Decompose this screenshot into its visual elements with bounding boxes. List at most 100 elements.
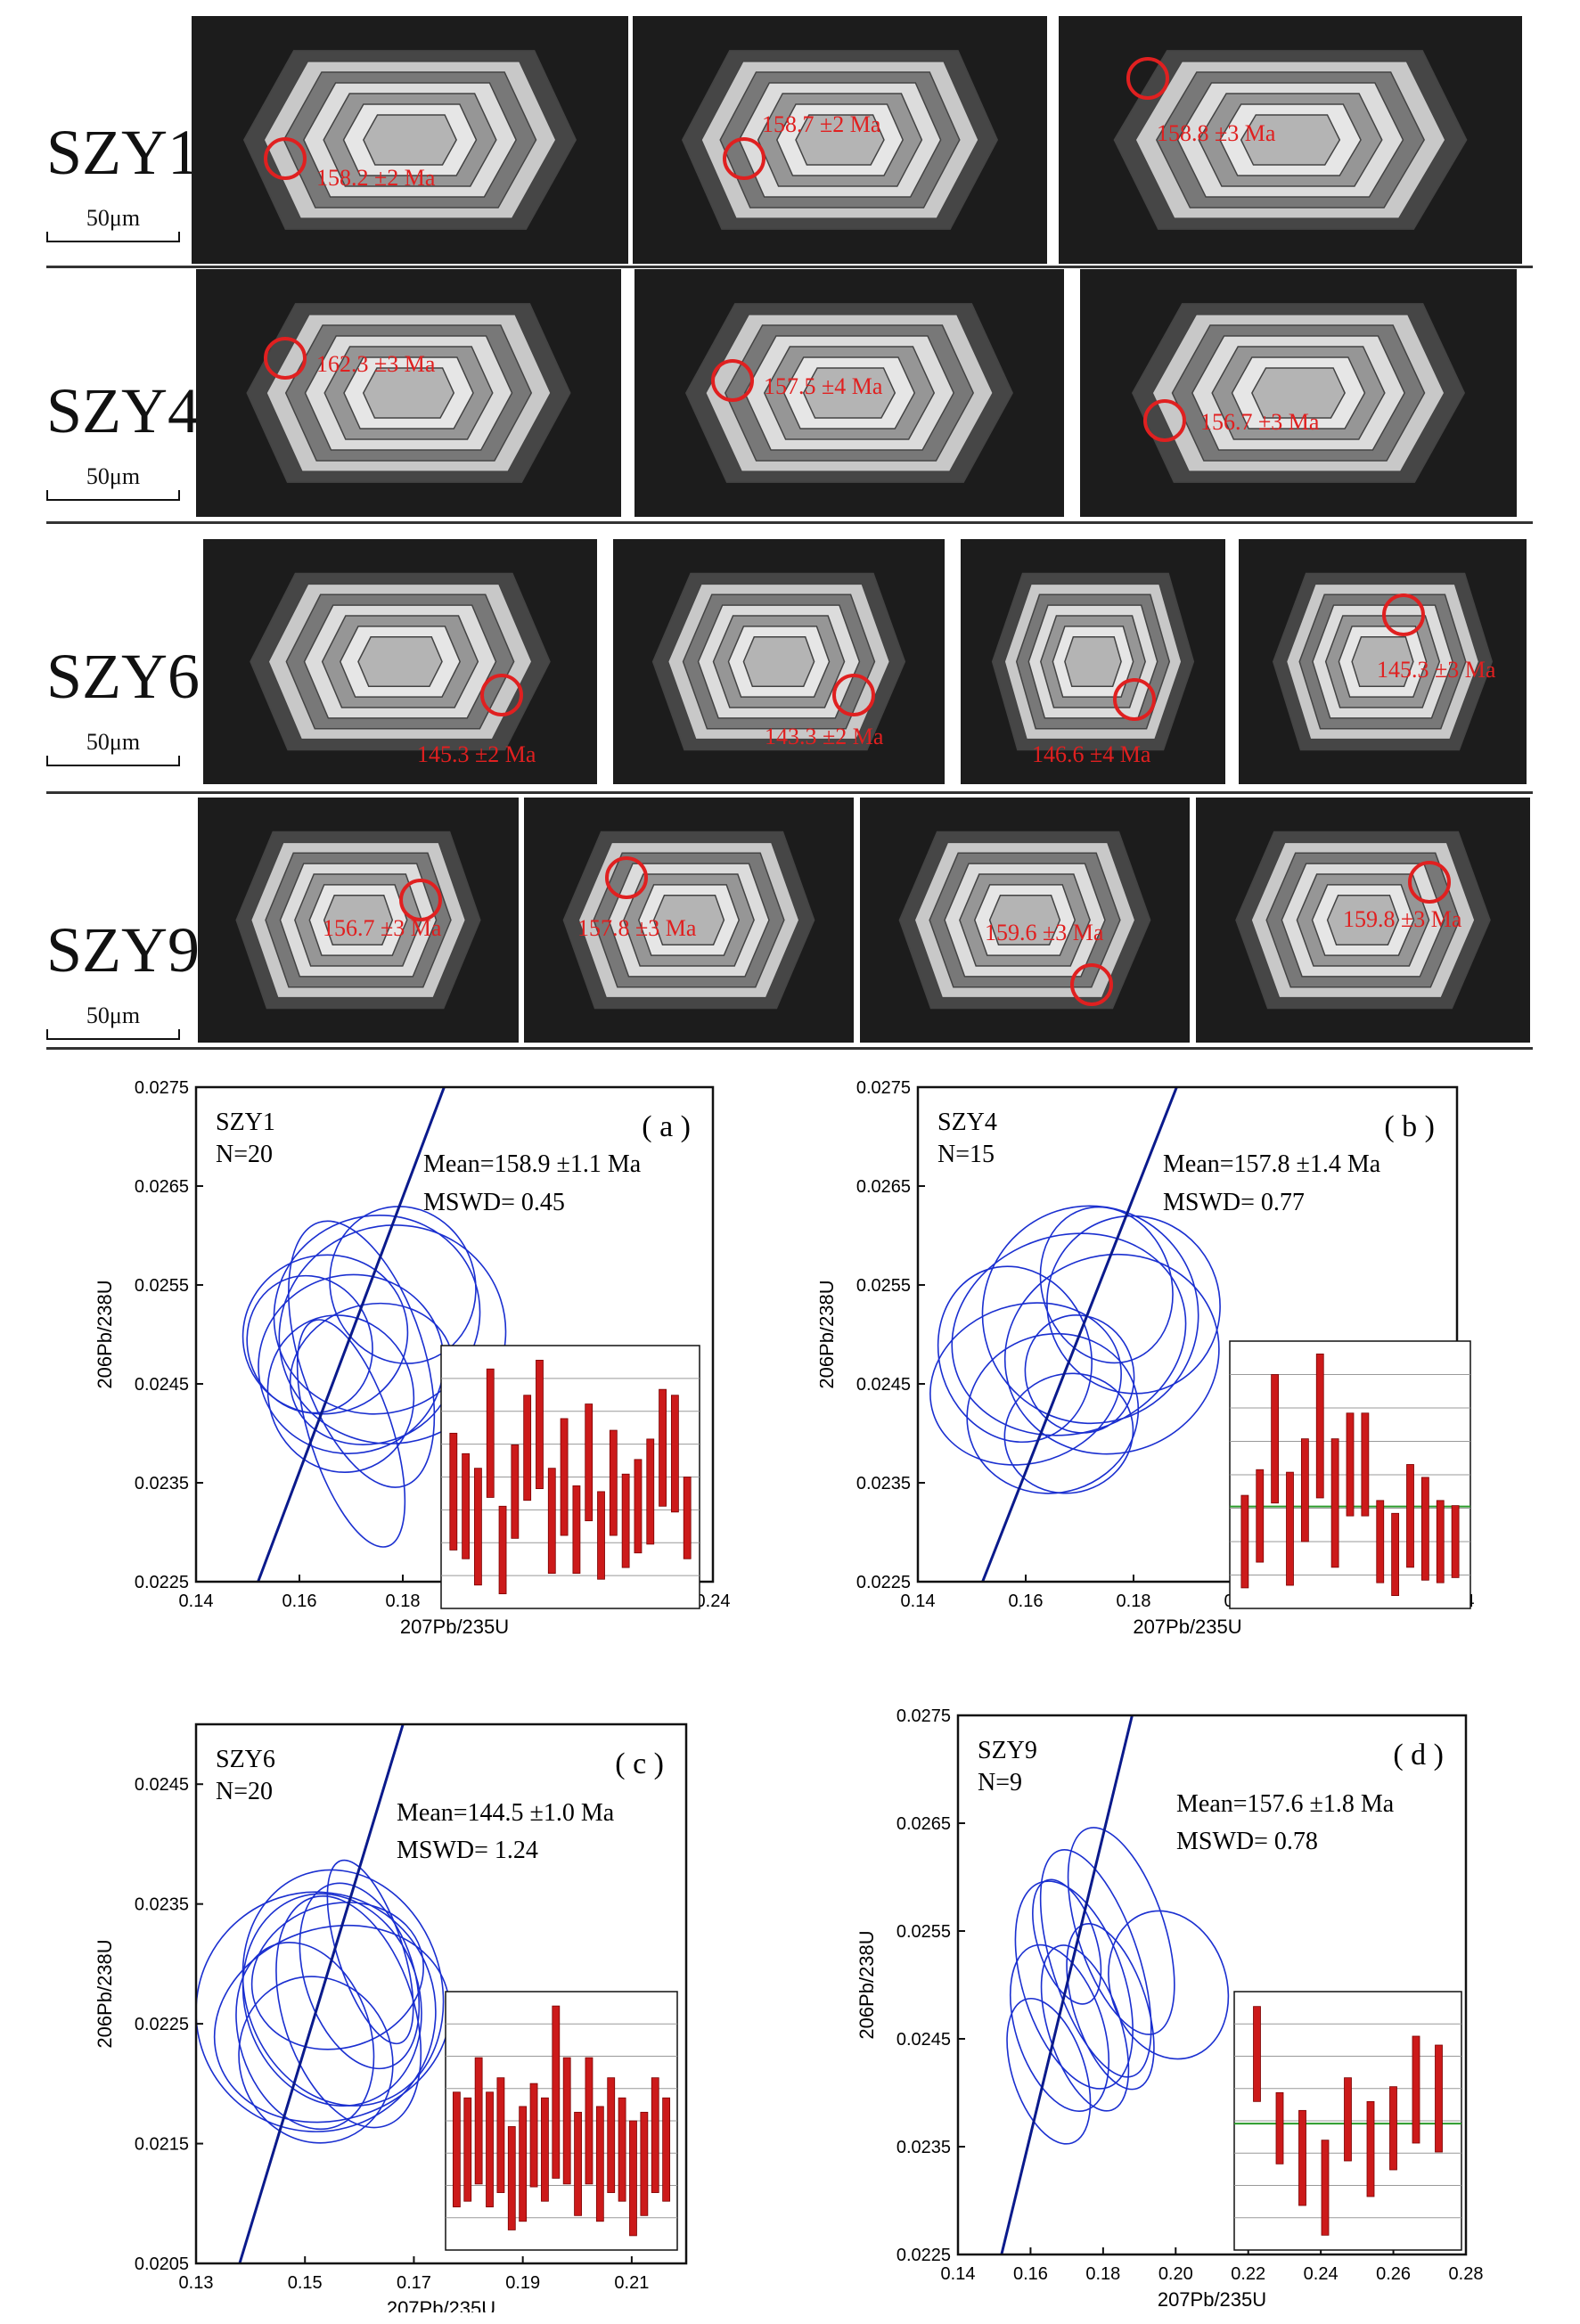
age-error-bar	[1436, 1500, 1445, 1583]
x-tick-label: 0.14	[901, 1592, 936, 1611]
analysis-spot-circle	[1070, 963, 1113, 1006]
age-error-bar	[560, 1418, 569, 1536]
row-divider	[46, 1047, 1533, 1050]
age-error-bar	[1346, 1412, 1355, 1517]
x-axis-label: 207Pb/235U	[387, 2297, 495, 2312]
panel-letter: ( b )	[1384, 1110, 1435, 1143]
age-error-bar	[449, 1432, 458, 1551]
error-ellipse	[1039, 1849, 1152, 2078]
analysis-spot-circle	[723, 137, 765, 180]
error-ellipse	[326, 1859, 414, 2045]
x-tick-label: 0.16	[1013, 2264, 1048, 2284]
grain-age-label: 159.6 ±3 Ma	[985, 920, 1104, 945]
concordia-curve	[257, 1087, 446, 1582]
sample-label-szy1: SZY1	[46, 117, 201, 188]
cl-grain-image: 158.2 ±2 Ma	[192, 16, 628, 264]
x-tick-label: 0.19	[505, 2273, 540, 2293]
error-ellipse	[288, 1220, 436, 1488]
age-error-bar	[1420, 1477, 1429, 1581]
y-tick-label: 0.0255	[135, 1276, 189, 1296]
age-error-bar	[1275, 2091, 1284, 2164]
grain-age-label: 156.7 ±3 Ma	[1200, 409, 1320, 435]
age-error-bar	[670, 1395, 679, 1513]
panel-letter: ( c )	[615, 1747, 664, 1780]
age-error-bar	[519, 2106, 528, 2222]
mswd-value: MSWD= 1.24	[397, 1837, 538, 1864]
age-error-bar	[1406, 1464, 1414, 1568]
concordia-curve	[1000, 1715, 1134, 2254]
age-error-bar	[609, 1429, 618, 1536]
analysis-spot-circle	[605, 856, 648, 899]
error-ellipse	[929, 1302, 1122, 1466]
x-tick-label: 0.14	[941, 2264, 976, 2284]
row-divider	[46, 521, 1533, 524]
error-ellipse	[951, 1232, 1187, 1436]
age-error-bar	[1361, 1412, 1370, 1517]
analysis-spot-circle	[264, 337, 307, 380]
mean-age: Mean=157.6 ±1.8 Ma	[1176, 1790, 1395, 1818]
age-error-bar	[1321, 2140, 1330, 2236]
mean-age: Mean=157.8 ±1.4 Ma	[1163, 1150, 1381, 1178]
scale-bar: 50μm	[46, 463, 180, 501]
error-ellipse	[1039, 1206, 1174, 1364]
age-error-bar	[634, 1459, 643, 1554]
error-ellipse	[329, 1206, 477, 1364]
age-error-bar	[618, 2097, 626, 2202]
age-error-bar	[1253, 2006, 1261, 2102]
x-tick-label: 0.22	[1231, 2264, 1265, 2284]
analysis-spot-circle	[399, 879, 442, 921]
row-divider	[46, 266, 1533, 268]
cl-grain-image: 157.5 ±4 Ma	[634, 269, 1064, 517]
age-error-bar	[1271, 1374, 1280, 1504]
analysis-spot-circle	[1382, 593, 1425, 636]
error-ellipse	[238, 1976, 394, 2144]
error-ellipse	[296, 1319, 406, 1548]
grain-age-label: 158.2 ±2 Ma	[316, 165, 436, 191]
y-tick-label: 0.0235	[856, 1474, 911, 1493]
scale-bar: 50μm	[46, 729, 180, 766]
age-error-bar	[572, 1485, 581, 1575]
y-tick-label: 0.0225	[896, 2246, 951, 2265]
analysis-spot-circle	[1143, 399, 1186, 442]
x-tick-label: 0.15	[288, 2273, 323, 2293]
y-tick-label: 0.0275	[856, 1078, 911, 1098]
scale-bar-label: 50μm	[86, 1002, 141, 1028]
error-ellipse	[213, 1924, 451, 2124]
age-error-bar	[536, 1359, 544, 1490]
mswd-value: MSWD= 0.77	[1163, 1189, 1305, 1216]
age-error-bar	[1366, 2100, 1375, 2197]
age-error-bar	[1240, 1494, 1249, 1589]
grain-age-label: 145.3 ±3 Ma	[1377, 657, 1496, 683]
y-tick-label: 0.0225	[135, 1573, 189, 1592]
age-error-bar	[595, 2106, 604, 2222]
age-error-bar	[1256, 1469, 1265, 1563]
y-tick-label: 0.0245	[856, 1375, 911, 1395]
error-ellipse	[196, 1891, 437, 2132]
y-tick-label: 0.0265	[896, 1814, 951, 1834]
sample-name: SZY9	[978, 1737, 1037, 1764]
grain-age-label: 158.8 ±3 Ma	[1157, 120, 1276, 146]
grain-age-label: 158.7 ±2 Ma	[762, 111, 881, 137]
age-error-bar	[486, 2091, 494, 2208]
error-ellipse	[1032, 1878, 1102, 2005]
y-tick-label: 0.0255	[856, 1276, 911, 1296]
sample-name: SZY1	[216, 1109, 275, 1136]
grain-age-label: 159.8 ±3 Ma	[1343, 906, 1462, 932]
age-error-bar	[1451, 1505, 1460, 1578]
y-tick-label: 0.0205	[135, 2254, 189, 2274]
x-tick-label: 0.14	[179, 1592, 214, 1611]
y-tick-label: 0.0235	[135, 1474, 189, 1493]
y-tick-label: 0.0215	[135, 2135, 189, 2155]
x-tick-label: 0.24	[1304, 2264, 1338, 2284]
error-ellipse	[966, 1332, 1140, 1494]
grain-age-label: 145.3 ±2 Ma	[417, 741, 536, 767]
mean-age: Mean=144.5 ±1.0 Ma	[397, 1799, 615, 1827]
y-tick-label: 0.0235	[135, 1895, 189, 1915]
error-ellipse	[266, 1314, 415, 1474]
age-error-bar	[629, 2120, 637, 2237]
panel-letter: ( d )	[1393, 1739, 1444, 1772]
analysis-spot-circle	[264, 137, 307, 180]
age-error-bar	[1389, 2086, 1397, 2171]
age-error-bar	[474, 1468, 482, 1586]
age-error-bar	[646, 1438, 655, 1545]
